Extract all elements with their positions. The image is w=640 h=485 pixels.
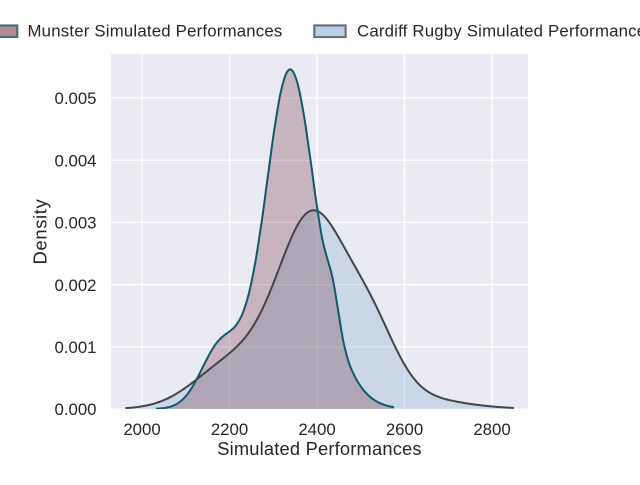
svg-text:0.002: 0.002 [55, 276, 97, 295]
svg-text:Density: Density [29, 198, 50, 264]
svg-text:2400: 2400 [298, 420, 335, 439]
svg-text:2800: 2800 [473, 420, 510, 439]
svg-text:0.001: 0.001 [55, 338, 97, 357]
svg-text:0.004: 0.004 [55, 151, 97, 170]
svg-text:2000: 2000 [123, 420, 160, 439]
svg-text:0.003: 0.003 [55, 214, 97, 233]
svg-text:0.000: 0.000 [55, 400, 97, 419]
svg-text:0.005: 0.005 [55, 89, 97, 108]
svg-text:2200: 2200 [211, 420, 248, 439]
svg-text:Simulated Performances: Simulated Performances [217, 438, 422, 459]
svg-text:Munster Simulated Performances: Munster Simulated Performances [28, 22, 283, 41]
svg-text:2600: 2600 [386, 420, 423, 439]
svg-text:Cardiff Rugby Simulated Perfor: Cardiff Rugby Simulated Performances [357, 22, 640, 41]
